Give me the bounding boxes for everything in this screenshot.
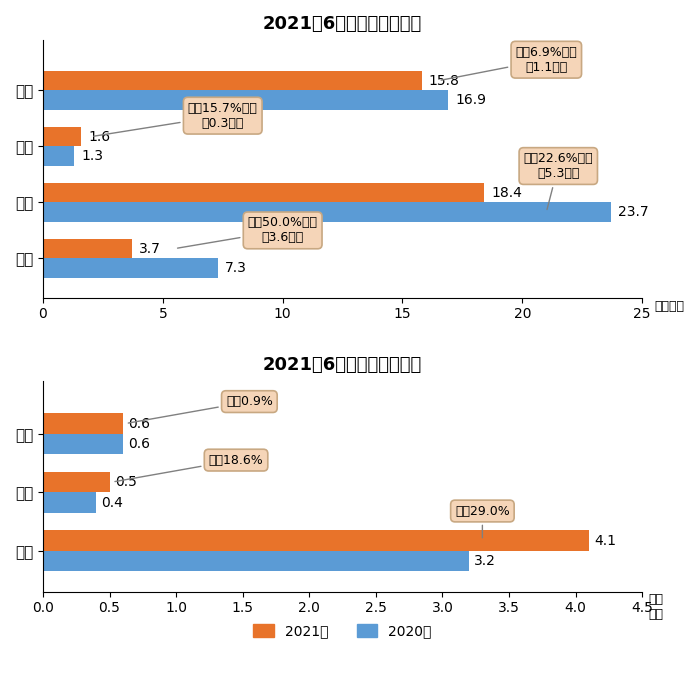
Text: 下降0.9%: 下降0.9% xyxy=(128,395,273,423)
Text: 3.2: 3.2 xyxy=(475,554,496,568)
Bar xyxy=(43,413,123,434)
Bar xyxy=(43,239,132,258)
Bar xyxy=(43,203,611,222)
Text: 4.1: 4.1 xyxy=(594,534,616,548)
Text: 增长18.6%: 增长18.6% xyxy=(115,454,263,482)
Text: （万
辆）: （万 辆） xyxy=(649,593,664,621)
Bar xyxy=(43,551,469,571)
Title: 2021年6月客车分车型销量: 2021年6月客车分车型销量 xyxy=(263,356,422,374)
Bar xyxy=(43,530,589,551)
Bar xyxy=(43,71,422,90)
Text: 23.7: 23.7 xyxy=(618,205,649,219)
Bar xyxy=(43,146,74,166)
Text: 16.9: 16.9 xyxy=(455,93,487,107)
Text: 15.8: 15.8 xyxy=(429,74,460,88)
Text: 下降22.6%，减
少5.3万辆: 下降22.6%，减 少5.3万辆 xyxy=(524,152,593,209)
Bar xyxy=(43,434,123,454)
Text: 0.6: 0.6 xyxy=(128,437,150,451)
Bar xyxy=(43,127,82,146)
Title: 2021年6月货车分车型销量: 2021年6月货车分车型销量 xyxy=(263,15,422,33)
Bar xyxy=(43,90,448,110)
Text: 3.7: 3.7 xyxy=(139,242,161,255)
Text: 增长15.7%，增
加0.3万辆: 增长15.7%，增 加0.3万辆 xyxy=(94,102,258,136)
Legend: 2021年, 2020年: 2021年, 2020年 xyxy=(248,619,438,644)
Text: 0.5: 0.5 xyxy=(115,475,137,489)
Text: 下降50.0%，减
少3.6万辆: 下降50.0%，减 少3.6万辆 xyxy=(177,216,318,248)
Text: 下降6.9%，减
少1.1万辆: 下降6.9%，减 少1.1万辆 xyxy=(441,46,577,80)
Text: （万辆）: （万辆） xyxy=(654,301,684,313)
Bar xyxy=(43,258,218,278)
Text: 0.6: 0.6 xyxy=(128,416,150,431)
Text: 7.3: 7.3 xyxy=(225,261,247,275)
Text: 1.6: 1.6 xyxy=(89,129,111,143)
Text: 1.3: 1.3 xyxy=(82,149,103,164)
Text: 18.4: 18.4 xyxy=(491,186,522,200)
Bar xyxy=(43,492,96,513)
Text: 0.4: 0.4 xyxy=(102,496,124,509)
Bar xyxy=(43,472,110,492)
Text: 增长29.0%: 增长29.0% xyxy=(455,505,510,538)
Bar xyxy=(43,183,484,203)
